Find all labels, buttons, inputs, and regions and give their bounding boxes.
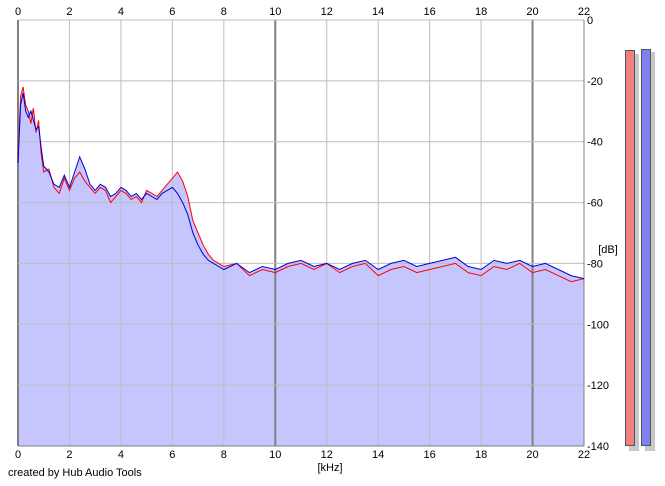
y-tick-label-neg20: -20 <box>587 76 603 88</box>
x-tick-label-bottom-14: 14 <box>372 449 384 461</box>
x-tick-label-top-20: 20 <box>526 6 538 18</box>
x-tick-label-bottom-2: 2 <box>66 449 72 461</box>
x-tick-label-top-14: 14 <box>372 6 384 18</box>
x-tick-label-top-0: 0 <box>15 6 21 18</box>
x-tick-label-bottom-4: 4 <box>118 449 124 461</box>
y-tick-label-neg140: -140 <box>587 441 609 453</box>
x-tick-label-top-12: 12 <box>321 6 333 18</box>
spectrum-fill-area <box>18 86 584 447</box>
x-tick-label-bottom-16: 16 <box>424 449 436 461</box>
y-tick-label-neg100: -100 <box>587 319 609 331</box>
x-tick-label-bottom-22: 22 <box>578 449 590 461</box>
x-tick-label-top-10: 10 <box>269 6 281 18</box>
left-channel-meter <box>625 50 635 446</box>
x-tick-label-top-6: 6 <box>169 6 175 18</box>
y-tick-label-neg120: -120 <box>587 380 609 392</box>
x-tick-label-top-18: 18 <box>475 6 487 18</box>
series-layer <box>17 86 585 283</box>
y-tick-label-neg80: -80 <box>587 258 603 270</box>
x-tick-label-bottom-8: 8 <box>221 449 227 461</box>
x-tick-label-bottom-10: 10 <box>269 449 281 461</box>
series-right-channel-line <box>17 92 585 280</box>
x-tick-label-top-22: 22 <box>578 6 590 18</box>
tick-layer: 002244668810101212141416161818202022220-… <box>15 6 609 461</box>
grid-layer <box>17 19 585 447</box>
x-tick-label-bottom-12: 12 <box>321 449 333 461</box>
y-tick-label-neg40: -40 <box>587 137 603 149</box>
spectrum-fill-layer <box>18 86 584 447</box>
y-tick-label-0: 0 <box>587 15 593 27</box>
credit-label: created by Hub Audio Tools <box>8 467 142 479</box>
x-tick-label-bottom-0: 0 <box>15 449 21 461</box>
x-tick-label-bottom-18: 18 <box>475 449 487 461</box>
series-left-channel-line <box>17 86 585 283</box>
x-tick-label-top-4: 4 <box>118 6 124 18</box>
x-tick-label-bottom-6: 6 <box>169 449 175 461</box>
x-tick-label-bottom-20: 20 <box>526 449 538 461</box>
x-tick-label-top-16: 16 <box>424 6 436 18</box>
x-axis-label: [kHz] <box>317 462 342 474</box>
y-tick-label-neg60: -60 <box>587 198 603 210</box>
right-channel-meter <box>641 48 651 446</box>
y-axis-label: [dB] <box>598 244 618 256</box>
x-tick-label-top-2: 2 <box>66 6 72 18</box>
x-tick-label-top-8: 8 <box>221 6 227 18</box>
